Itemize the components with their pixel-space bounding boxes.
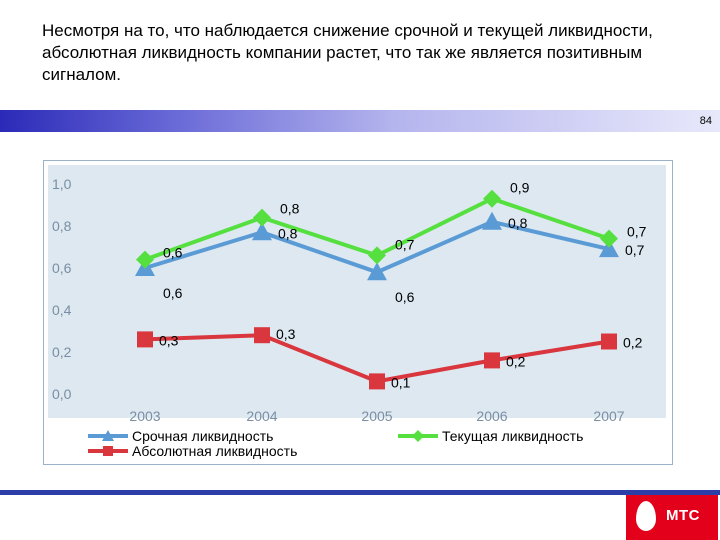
diamond-marker: [136, 250, 154, 269]
square-marker: [484, 352, 500, 369]
data-label: 0,7: [395, 236, 415, 252]
y-tick-label: 0,8: [52, 218, 72, 234]
legend-label: Текущая ликвидность: [442, 428, 583, 444]
logo-text: МТС: [666, 507, 700, 524]
data-label: 0,6: [395, 289, 415, 305]
triangle-marker: [367, 262, 387, 281]
diamond-marker: [253, 208, 271, 227]
x-tick-label: 2005: [361, 408, 392, 424]
diamond-marker: [483, 189, 501, 208]
data-label: 0,7: [625, 242, 645, 258]
data-label: 0,3: [276, 326, 296, 342]
legend-triangle-marker: [102, 430, 114, 441]
triangle-marker: [482, 211, 502, 230]
square-marker: [254, 327, 270, 344]
data-label: 0,2: [623, 335, 643, 351]
data-label: 0,6: [163, 245, 183, 261]
data-label: 0,2: [506, 353, 526, 369]
legend-square-marker: [103, 446, 113, 456]
square-marker: [601, 333, 617, 350]
diamond-marker: [368, 246, 386, 265]
page-number: 84: [699, 115, 712, 127]
triangle-marker: [252, 222, 272, 241]
data-label: 0,7: [627, 224, 647, 240]
header-band: [0, 110, 720, 132]
x-tick-label: 2003: [129, 408, 160, 424]
data-label: 0,8: [280, 201, 300, 217]
x-tick-label: 2006: [476, 408, 507, 424]
y-tick-label: 0,0: [52, 386, 72, 402]
square-marker: [137, 331, 153, 348]
triangle-marker: [599, 239, 619, 258]
egg-icon: [636, 501, 656, 531]
square-marker: [369, 373, 385, 390]
footer-line: [0, 490, 720, 495]
slide-heading: Несмотря на то, что наблюдается снижение…: [42, 21, 653, 84]
y-tick-label: 0,2: [52, 344, 72, 360]
data-label: 0,1: [391, 374, 411, 390]
data-label: 0,8: [508, 215, 528, 231]
y-tick-label: 0,6: [52, 260, 72, 276]
y-tick-label: 0,4: [52, 302, 72, 318]
x-tick-label: 2007: [593, 408, 624, 424]
mts-logo: МТС: [626, 495, 718, 540]
y-tick-label: 1,0: [52, 176, 72, 192]
data-label: 0,3: [159, 332, 179, 348]
legend-label: Абсолютная ликвидность: [132, 443, 297, 459]
diamond-marker: [600, 229, 618, 248]
x-tick-label: 2004: [246, 408, 277, 424]
plot-area: [48, 165, 666, 418]
legend-label: Срочная ликвидность: [132, 428, 273, 444]
legend-diamond-marker: [412, 430, 424, 442]
data-label: 0,6: [163, 285, 183, 301]
data-label: 0,9: [510, 180, 530, 196]
data-label: 0,8: [278, 225, 298, 241]
